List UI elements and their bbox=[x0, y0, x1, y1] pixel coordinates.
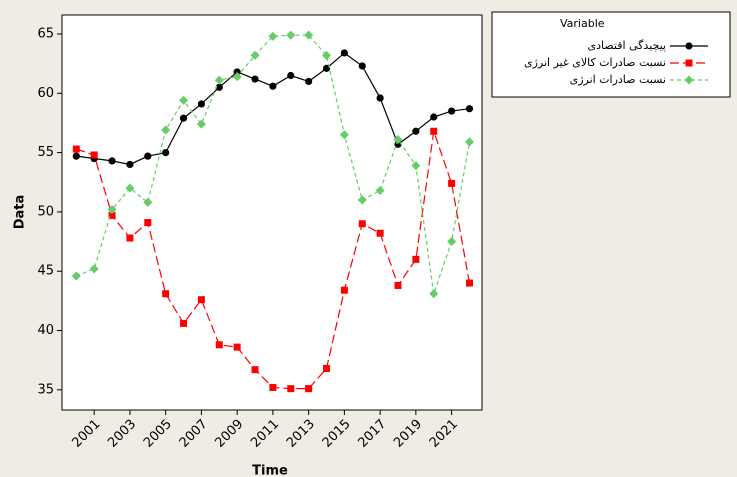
marker bbox=[197, 296, 205, 304]
marker bbox=[376, 94, 384, 102]
marker bbox=[126, 234, 134, 242]
marker bbox=[162, 290, 170, 298]
marker bbox=[286, 30, 296, 40]
marker bbox=[233, 343, 241, 351]
marker bbox=[125, 183, 135, 193]
marker bbox=[322, 50, 332, 60]
marker bbox=[268, 31, 278, 41]
marker bbox=[144, 152, 152, 160]
marker bbox=[162, 148, 170, 157]
marker bbox=[72, 145, 80, 153]
marker bbox=[430, 113, 438, 121]
legend-label: نسبت صادرات انرژی bbox=[570, 73, 666, 86]
y-tick-label: 55 bbox=[37, 145, 54, 160]
marker bbox=[214, 75, 224, 85]
marker bbox=[161, 125, 171, 135]
marker bbox=[251, 75, 259, 83]
marker bbox=[107, 205, 117, 215]
marker bbox=[144, 219, 152, 227]
marker bbox=[232, 72, 242, 82]
marker bbox=[447, 237, 457, 247]
marker bbox=[179, 114, 188, 122]
marker bbox=[412, 127, 420, 135]
legend-label: نسبت صادرات کالای غیر انرژی bbox=[524, 56, 666, 69]
marker bbox=[269, 383, 277, 391]
series-line bbox=[76, 34, 471, 294]
marker bbox=[180, 319, 188, 327]
y-axis-label: Data bbox=[13, 195, 28, 230]
marker bbox=[89, 264, 99, 274]
marker bbox=[358, 220, 366, 228]
marker bbox=[215, 341, 223, 349]
plot-area bbox=[61, 14, 483, 411]
marker bbox=[394, 281, 402, 289]
marker bbox=[393, 135, 403, 145]
marker bbox=[340, 49, 348, 57]
marker bbox=[215, 83, 223, 91]
marker bbox=[411, 161, 421, 171]
marker bbox=[72, 152, 80, 160]
legend-title: Variable bbox=[560, 17, 605, 30]
marker bbox=[430, 127, 438, 135]
marker bbox=[376, 229, 384, 237]
marker bbox=[685, 59, 693, 67]
marker bbox=[305, 385, 313, 393]
marker bbox=[287, 71, 295, 80]
y-tick-label: 35 bbox=[37, 382, 54, 397]
marker bbox=[71, 271, 81, 281]
marker bbox=[684, 75, 694, 85]
marker bbox=[250, 50, 260, 60]
marker bbox=[323, 364, 331, 372]
marker bbox=[126, 160, 134, 169]
marker bbox=[251, 366, 259, 374]
marker bbox=[465, 105, 474, 113]
y-tick-label: 60 bbox=[37, 86, 54, 101]
legend: پیچیدگی اقتصادی نسبت صادرات کالای غیر انر… bbox=[524, 39, 708, 86]
x-axis-label: Time bbox=[252, 464, 288, 477]
marker bbox=[304, 30, 314, 40]
y-tick-label: 45 bbox=[37, 264, 54, 279]
marker bbox=[685, 42, 693, 50]
marker bbox=[179, 95, 189, 105]
y-tick-label: 50 bbox=[37, 204, 54, 219]
marker bbox=[108, 157, 116, 165]
marker bbox=[340, 286, 348, 294]
legend-label: پیچیدگی اقتصادی bbox=[587, 39, 666, 52]
y-tick-label: 65 bbox=[37, 26, 54, 41]
marker bbox=[465, 279, 473, 287]
marker bbox=[464, 137, 474, 147]
marker bbox=[108, 211, 116, 219]
marker bbox=[197, 100, 206, 108]
y-tick-label: 40 bbox=[37, 323, 54, 338]
marker bbox=[375, 186, 385, 196]
marker bbox=[448, 107, 456, 115]
marker bbox=[143, 197, 153, 207]
marker bbox=[269, 82, 277, 90]
marker bbox=[358, 62, 366, 70]
marker bbox=[429, 289, 439, 299]
marker bbox=[448, 179, 456, 187]
marker bbox=[287, 385, 295, 393]
marker bbox=[196, 119, 206, 129]
marker bbox=[305, 77, 313, 86]
marker bbox=[357, 195, 367, 205]
marker bbox=[339, 130, 349, 140]
marker bbox=[412, 255, 420, 263]
marker bbox=[90, 151, 98, 159]
marker bbox=[322, 64, 331, 72]
